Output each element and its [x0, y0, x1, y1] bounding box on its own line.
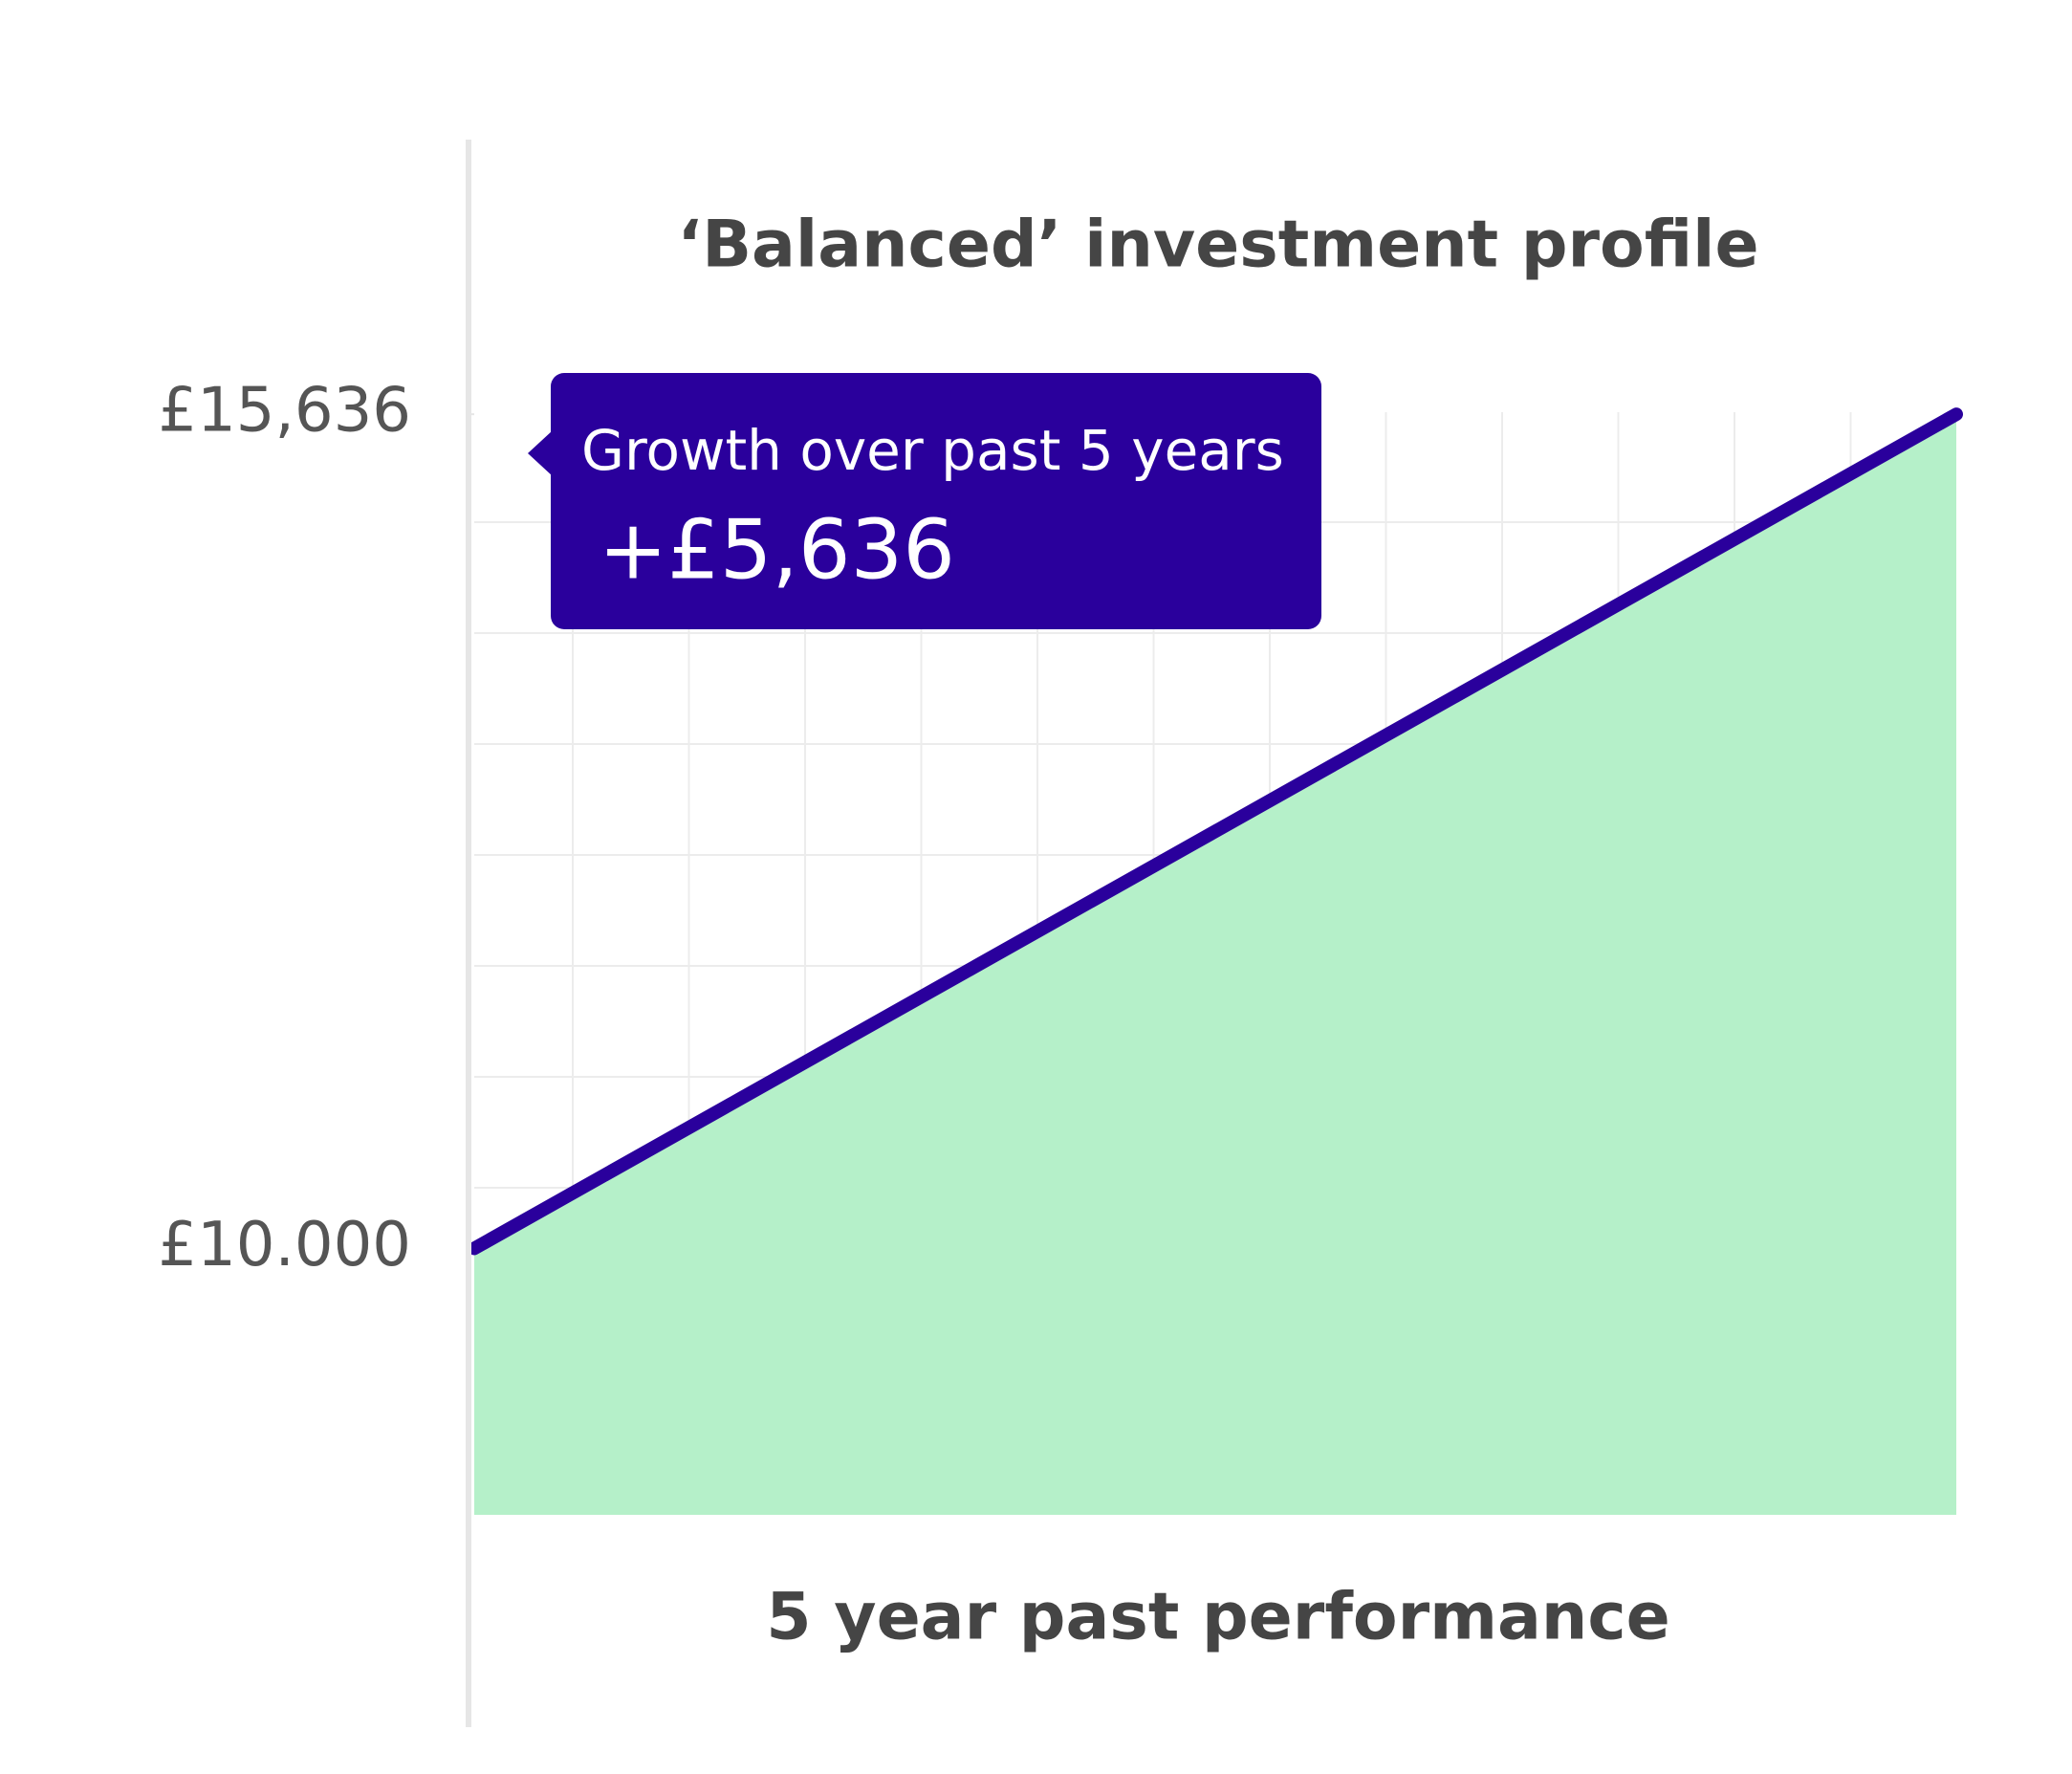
- line: [468, 407, 1963, 1256]
- tooltip-pointer: [528, 430, 553, 476]
- area: [474, 414, 1956, 1515]
- tooltip-box: [551, 373, 1321, 629]
- tooltip-value: +£5,636: [599, 502, 955, 598]
- plot: [468, 407, 1963, 1515]
- y-tick-label: £15,636: [158, 376, 411, 447]
- x-axis-label: 5 year past performance: [766, 1580, 1670, 1655]
- y-tick-label: £10.000: [158, 1210, 411, 1281]
- chart-title: ‘Balanced’ investment profile: [677, 208, 1758, 283]
- tooltip: Growth over past 5 years +£5,636: [528, 373, 1321, 629]
- tooltip-title: Growth over past 5 years: [581, 418, 1284, 483]
